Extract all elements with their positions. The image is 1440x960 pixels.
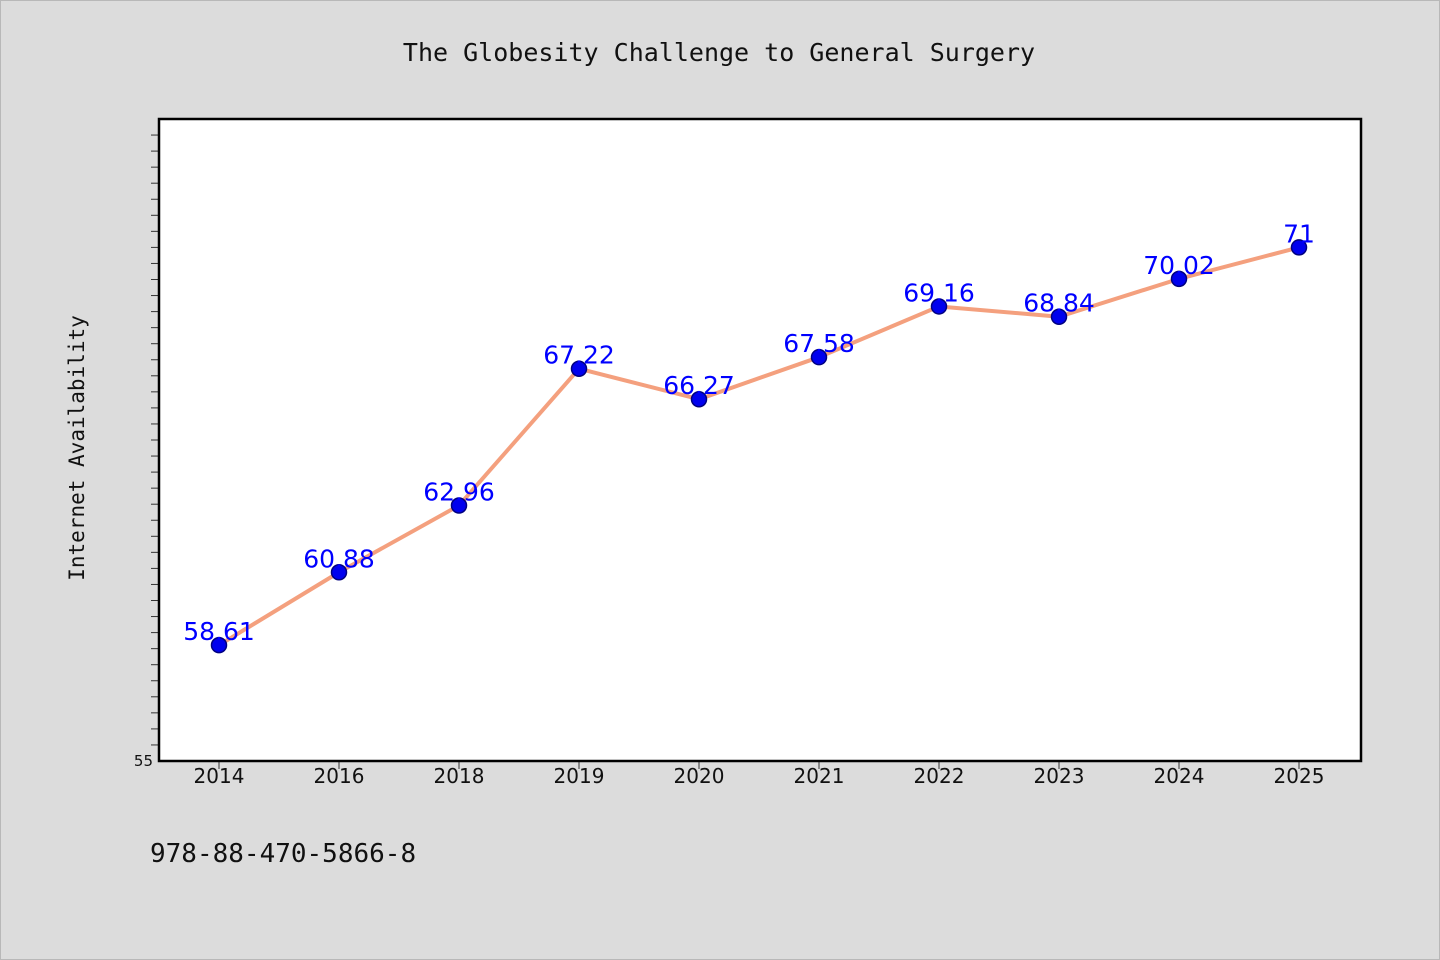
data-label: 67.22: [543, 341, 615, 370]
x-tick-label: 2022: [914, 764, 965, 788]
x-tick-label: 2021: [794, 764, 845, 788]
data-label: 70.02: [1143, 251, 1215, 280]
data-point: [1290, 239, 1308, 256]
x-tick-label: 2025: [1274, 764, 1325, 788]
series-layer: [210, 239, 1308, 654]
data-label: 60.88: [303, 544, 375, 573]
x-tick-label: 2018: [434, 764, 485, 788]
data-label: 66.27: [663, 371, 735, 400]
chart-title: The Globesity Challenge to General Surge…: [403, 38, 1035, 67]
x-tick-label: 2014: [194, 764, 245, 788]
data-point: [1050, 308, 1068, 325]
x-axis-ticks: 2014 2016 2018 2019 2020 2021 2022 2023 2024 2025: [194, 761, 1325, 788]
data-label: 69.16: [903, 278, 975, 307]
data-point: [1170, 270, 1188, 288]
x-tick-label: 2016: [314, 764, 365, 788]
y-axis-ticks: 55: [134, 134, 159, 770]
data-label: 67.58: [783, 329, 855, 358]
plot-border: [157, 117, 1363, 763]
plot-area: [159, 119, 1361, 761]
series-line: [217, 245, 1301, 648]
data-point: [810, 348, 828, 366]
data-label: 62.96: [423, 477, 495, 506]
data-point: [450, 497, 468, 514]
data-point: [690, 390, 708, 408]
data-label: 71: [1283, 219, 1315, 248]
y-axis-label: Internet Availability: [65, 315, 89, 581]
data-label: 68.84: [1023, 289, 1095, 318]
y-tick-label: 55: [134, 752, 153, 770]
data-label: 58.61: [183, 617, 255, 646]
data-point: [330, 564, 348, 581]
data-point: [210, 636, 228, 654]
data-labels: 58.61 60.88 62.96 67.22 66.27 67.58 69.16 68.84…: [183, 219, 1315, 646]
data-point: [570, 360, 588, 377]
x-tick-label: 2024: [1154, 764, 1205, 788]
x-tick-label: 2023: [1034, 764, 1085, 788]
x-tick-label: 2019: [554, 764, 605, 788]
x-tick-label: 2020: [674, 764, 725, 788]
footer-isbn-text: 978-88-470-5866-8: [150, 839, 416, 869]
data-point: [930, 298, 948, 315]
